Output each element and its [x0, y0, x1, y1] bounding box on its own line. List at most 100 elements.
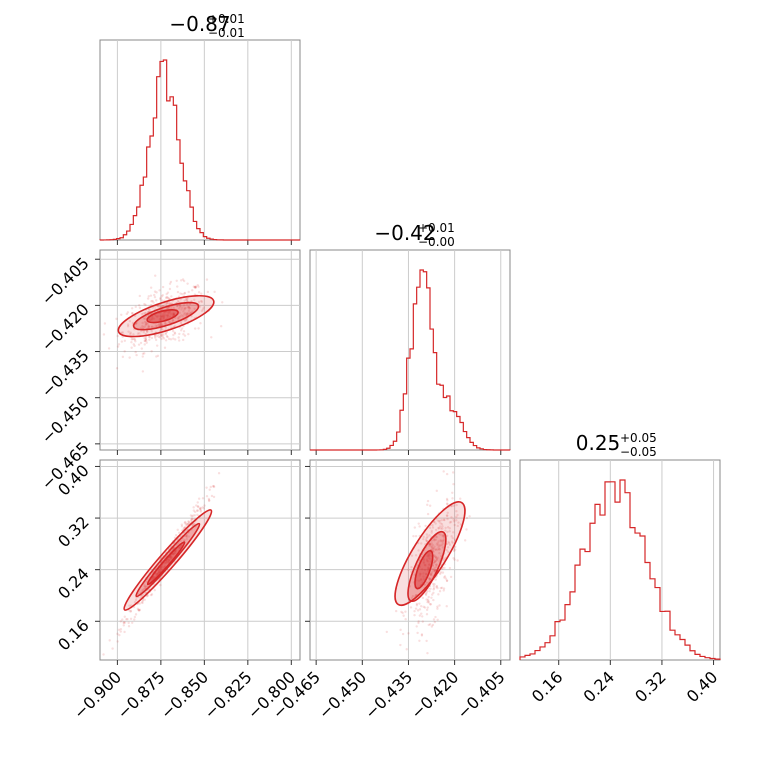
scatter-point-2_0-286 [178, 531, 181, 535]
scatter-point-1_0-313 [155, 299, 158, 302]
scatter-point-2_1-308 [428, 578, 431, 581]
ytick-label-p2-1: 0.24 [54, 564, 93, 603]
scatter-point-2_1-367 [429, 543, 432, 547]
scatter-point-1_0-465 [183, 334, 187, 337]
scatter-point-1_0-91 [123, 350, 126, 353]
scatter-point-1_0-370 [185, 318, 188, 321]
scatter-point-1_0-399 [193, 327, 197, 330]
scatter-point-2_0-245 [199, 510, 203, 513]
scatter-point-1_0-444 [143, 325, 147, 328]
scatter-point-2_0-182 [208, 488, 211, 491]
scatter-point-2_0-185 [161, 566, 165, 569]
scatter-point-1_0-491 [133, 344, 136, 348]
ytick-label-p1-3: −0.420 [38, 300, 93, 355]
scatter-point-1_0-458 [142, 330, 145, 334]
scatter-point-2_0-333 [167, 558, 170, 561]
scatter-point-2_0-54 [193, 514, 197, 517]
scatter-point-1_0-1 [156, 314, 160, 318]
scatter-point-2_0-30 [190, 517, 194, 521]
xtick-label-p1-1: −0.450 [315, 667, 370, 722]
scatter-point-2_1-432 [436, 548, 439, 551]
scatter-point-1_0-352 [154, 274, 157, 277]
scatter-point-1_0-450 [103, 322, 107, 325]
scatter-point-1_0-254 [168, 320, 171, 324]
scatter-point-2_1-339 [430, 545, 433, 548]
scatter-point-1_0-237 [149, 318, 153, 322]
scatter-point-1_0-127 [144, 337, 148, 341]
scatter-point-1_0-378 [187, 290, 190, 294]
scatter-point-2_1-345 [454, 545, 457, 549]
scatter-point-2_1-284 [432, 569, 435, 573]
scatter-point-2_0-184 [123, 630, 126, 634]
scatter-point-2_0-308 [192, 506, 195, 509]
scatter-point-1_0-280 [177, 336, 180, 339]
scatter-point-2_1-6 [433, 520, 436, 523]
scatter-point-1_0-437 [142, 326, 145, 329]
scatter-point-2_1-356 [430, 542, 433, 545]
scatter-point-1_0-110 [184, 319, 187, 323]
scatter-point-1_0-31 [130, 338, 133, 341]
scatter-point-1_0-107 [115, 317, 118, 321]
scatter-point-1_0-102 [179, 315, 182, 318]
scatter-point-2_1-410 [442, 589, 445, 592]
scatter-point-2_0-294 [165, 559, 169, 563]
scatter-point-1_0-300 [200, 300, 204, 304]
scatter-point-2_1-154 [441, 540, 444, 543]
scatter-point-1_0-248 [130, 307, 134, 310]
scatter-point-2_1-290 [426, 598, 430, 601]
scatter-point-2_0-339 [116, 632, 119, 636]
scatter-point-1_0-144 [117, 343, 121, 346]
scatter-point-2_1-363 [427, 566, 430, 570]
scatter-point-1_0-334 [188, 306, 192, 310]
scatter-point-1_0-496 [168, 321, 171, 324]
scatter-point-2_0-386 [129, 617, 133, 621]
scatter-point-2_1-165 [433, 539, 436, 542]
scatter-point-2_1-96 [454, 548, 457, 551]
scatter-point-1_0-373 [164, 322, 167, 325]
scatter-point-2_1-373 [413, 613, 416, 617]
scatter-point-1_0-196 [185, 299, 189, 302]
scatter-point-2_1-303 [400, 610, 403, 614]
scatter-point-2_1-274 [417, 579, 421, 583]
contour-inner-2_1 [414, 549, 434, 590]
ytick-label-p1-2: −0.435 [38, 346, 93, 401]
scatter-point-2_0-1 [212, 495, 216, 499]
contour-outer-2_0 [123, 509, 213, 611]
title-param-0-plus: +0.01 [208, 12, 245, 26]
panel-frame-2_1 [309, 459, 511, 661]
scatter-point-2_1-305 [431, 570, 434, 573]
scatter-point-2_0-124 [168, 558, 171, 562]
scatter-point-2_1-114 [446, 550, 450, 554]
xtick-label-p2-1: 0.24 [580, 667, 619, 706]
scatter-point-1_0-78 [184, 318, 188, 322]
scatter-point-2_1-45 [425, 639, 428, 643]
scatter-point-2_1-296 [423, 563, 427, 567]
scatter-point-2_1-86 [442, 535, 446, 538]
scatter-point-2_1-125 [427, 563, 431, 566]
scatter-point-2_0-157 [175, 533, 178, 537]
scatter-point-2_0-396 [189, 514, 193, 517]
scatter-point-1_0-307 [168, 287, 172, 291]
scatter-point-2_0-323 [180, 523, 184, 526]
scatter-point-1_0-386 [155, 324, 159, 328]
scatter-point-2_1-398 [435, 559, 438, 562]
scatter-point-2_1-115 [428, 623, 432, 626]
scatter-point-2_1-251 [417, 621, 420, 625]
scatter-point-2_1-238 [453, 523, 456, 527]
scatter-point-2_1-47 [441, 542, 444, 545]
scatter-point-1_0-464 [160, 337, 163, 341]
scatter-point-2_1-171 [423, 583, 427, 586]
scatter-point-2_0-346 [163, 564, 166, 568]
xtick-label-p2-0: 0.16 [528, 667, 567, 706]
scatter-point-2_1-443 [450, 540, 454, 543]
scatter-point-2_1-272 [429, 574, 433, 577]
scatter-point-2_0-400 [150, 593, 154, 596]
scatter-point-2_1-84 [414, 554, 418, 557]
scatter-point-2_0-84 [199, 508, 202, 512]
scatter-point-2_1-449 [441, 534, 444, 537]
scatter-point-1_0-402 [146, 297, 150, 300]
scatter-point-1_0-459 [161, 335, 165, 339]
scatter-point-2_1-378 [416, 609, 420, 612]
scatter-point-1_0-156 [198, 305, 202, 308]
scatter-point-1_0-181 [219, 324, 223, 328]
